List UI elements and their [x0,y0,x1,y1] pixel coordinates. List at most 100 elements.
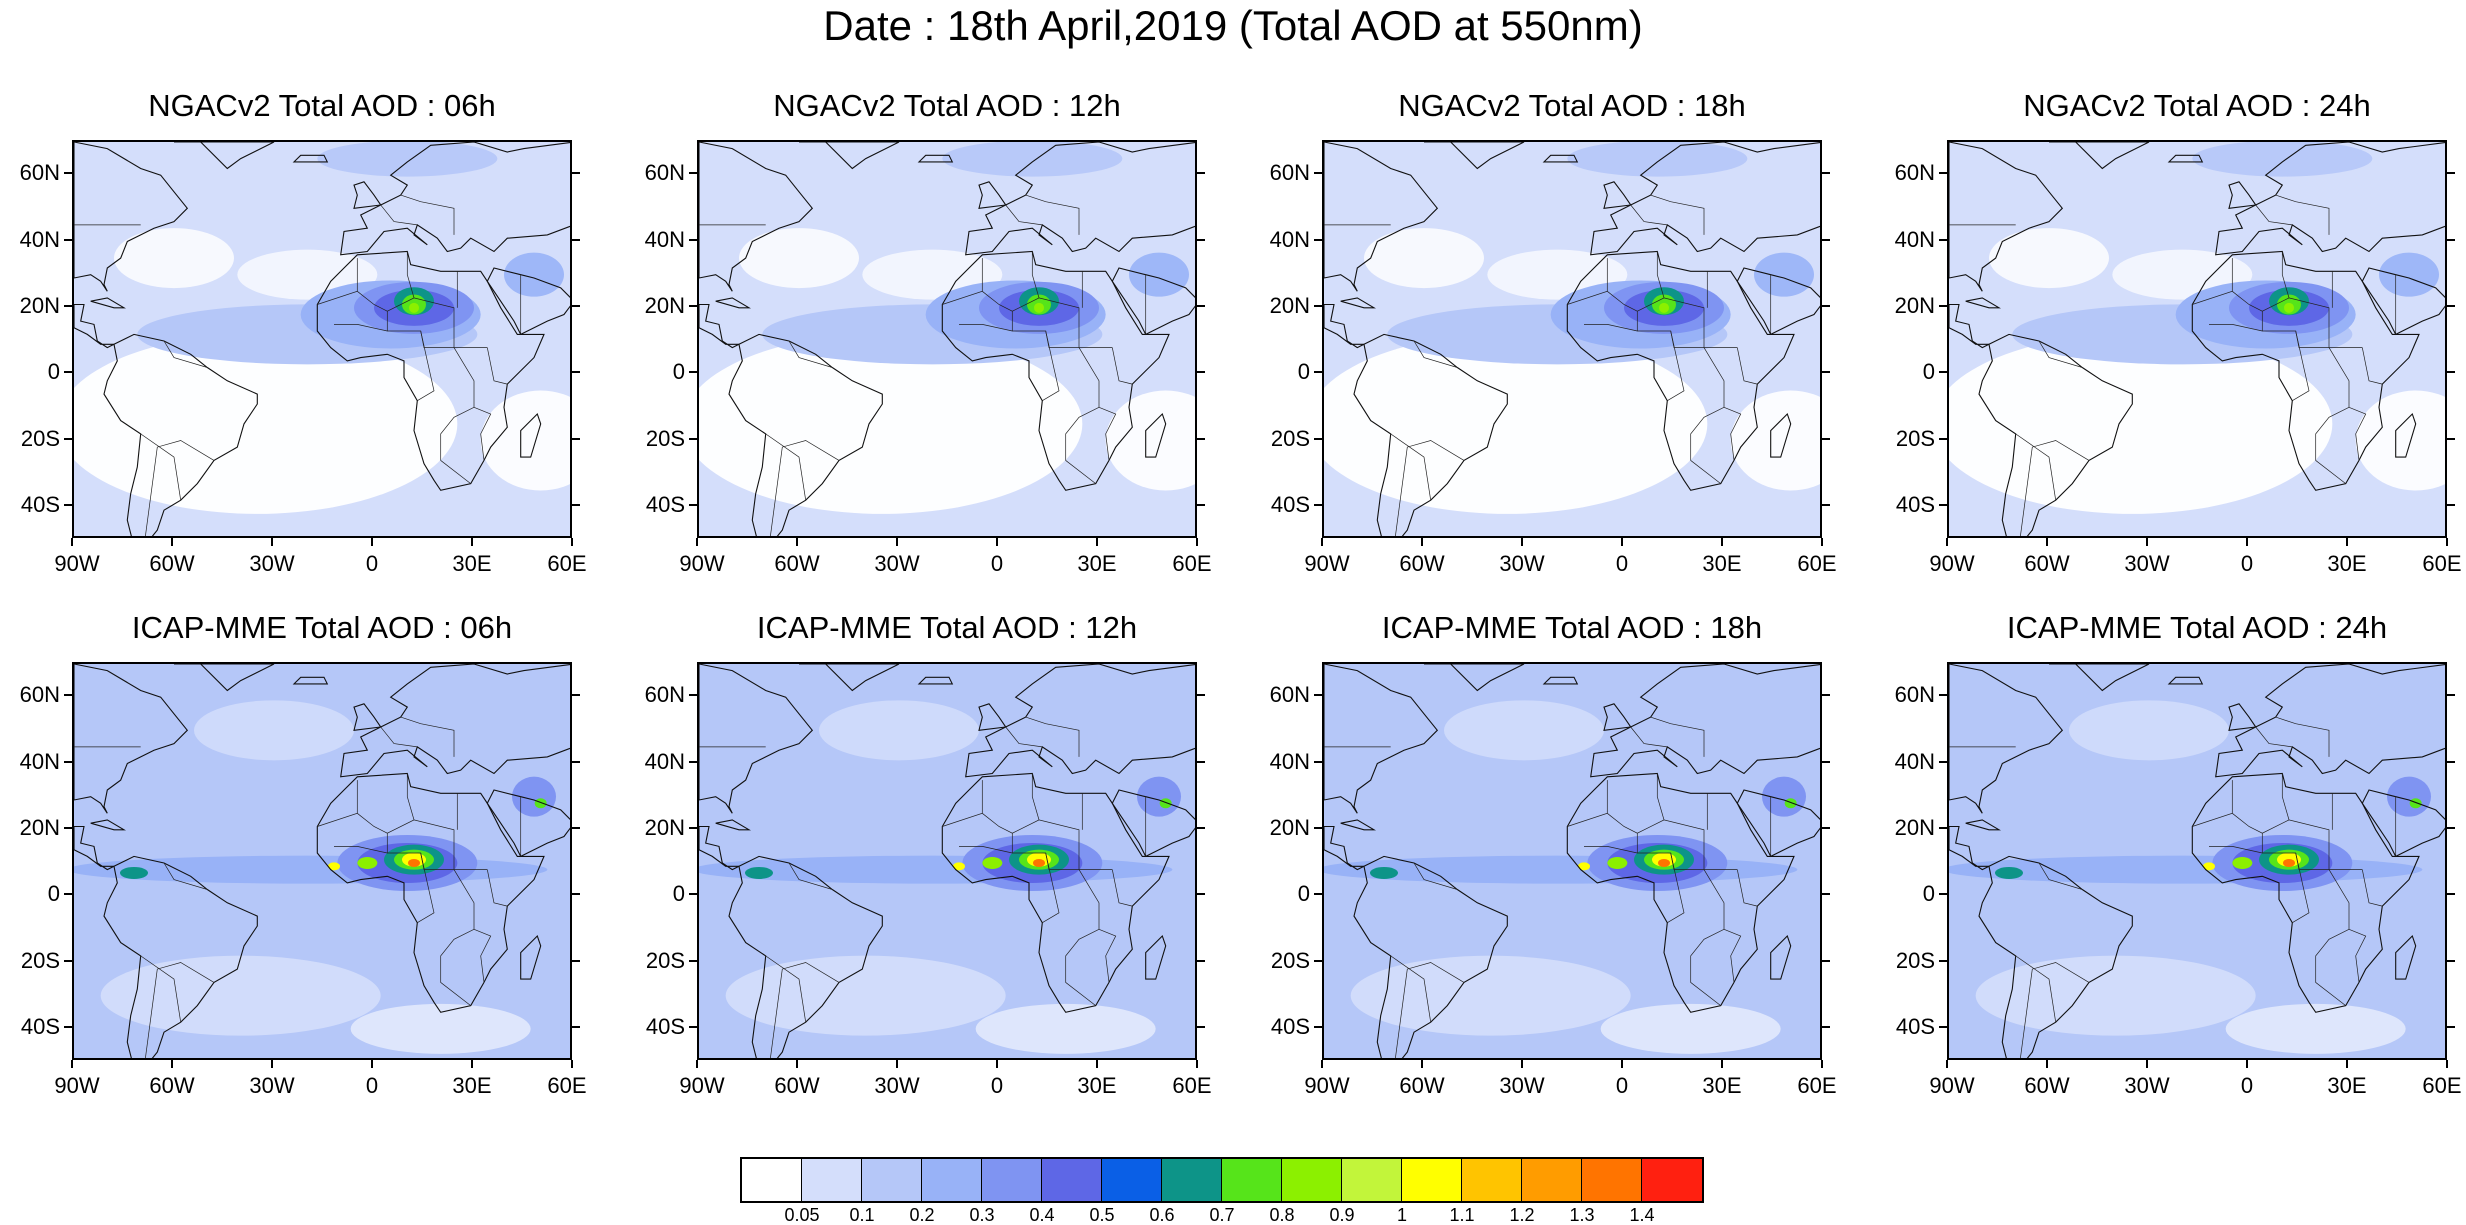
country-border [1390,433,1432,501]
coastline-iceland [1542,154,1579,163]
lat-tick [2447,304,2455,307]
coastline-europe [2215,664,2445,778]
lon-tick [696,538,698,546]
lat-tick [2447,893,2455,896]
lon-tick-label: 90W [1304,1073,1350,1098]
country-border [1395,962,1465,1058]
dust-core [409,302,419,313]
lat-tick-label: 60N [1894,160,1935,186]
country-border [2348,406,2367,461]
lon-tick [1421,538,1423,546]
country-border [334,324,388,332]
country-border [1098,928,1117,983]
lat-tick-label: 0 [1297,881,1310,907]
lat-tick-label: 20N [1269,814,1310,840]
coastline-cuba [1965,297,2002,309]
lon-tick-label: 30E [1077,1073,1117,1098]
plume-east-core [2409,798,2422,809]
lat-tick-label: 20N [1894,814,1935,840]
lat-tick [572,437,580,440]
country-border [2361,347,2383,385]
colorbar-swatch [1462,1159,1522,1201]
lon-tick-label: 90W [1929,551,1975,576]
lon-tick [896,1060,898,1068]
lat-tick [2447,959,2455,962]
colorbar-swatch [802,1159,862,1201]
lon-tick [271,538,273,546]
lon-tick-label: 30W [249,1073,295,1098]
lon-tick-label: 30E [1702,551,1742,576]
lat-tick [572,893,580,896]
lat-tick [1197,371,1205,374]
panel-title: ICAP-MME Total AOD : 18h [1381,610,1763,645]
lat-tick-label: 20S [645,947,685,973]
country-border [1005,726,1043,748]
coastline-cuba [1340,297,1377,309]
lon-tick [1621,538,1623,546]
lon-tick-label: 30W [874,1073,920,1098]
coastline-madagascar [2395,934,2417,980]
coastline-centralAm [1949,303,1990,349]
lat-tick-label: 20N [644,814,685,840]
lat-tick [2447,371,2455,374]
lat-tick [2447,1025,2455,1028]
lat-tick [1939,826,1947,829]
lat-tick [1314,826,1322,829]
plume-west [1370,866,1398,879]
clear-region [2069,700,2229,761]
colorbar-label: 0.8 [1269,1205,1295,1225]
colorbar-swatch [1282,1159,1342,1201]
country-border [1042,330,1060,402]
smoke-core [2203,862,2215,871]
lon-tick-label: 0 [990,1073,1004,1098]
plume-east [1129,252,1189,297]
aod-field [1949,664,2445,1058]
clear-region [819,700,979,761]
coastline-arabia [1111,789,1195,858]
colorbar-swatch [1402,1159,1462,1201]
coastline-greenland [174,142,275,170]
lat-tick [689,959,697,962]
lat-tick [572,503,580,506]
lat-tick [689,304,697,307]
dust-core [2284,302,2294,313]
lat-tick [2447,826,2455,829]
coastline-europe [1590,664,1820,778]
country-border [2020,440,2090,536]
country-border [1690,347,1725,484]
lat-tick-label: 0 [1297,359,1310,385]
lat-tick [1939,304,1947,307]
lat-tick [2447,238,2455,241]
lon-tick-label: 30W [1499,1073,1545,1098]
lon-tick [2446,538,2448,546]
coastline-europe [340,664,570,778]
coastline-southAmerica [103,333,258,536]
lat-tick [572,760,580,763]
country-border [1395,440,1465,536]
lon-tick-label: 90W [679,1073,725,1098]
lat-tick-label: 60N [1894,682,1935,708]
colorbar-label: 1.2 [1509,1205,1535,1225]
lat-tick [1939,437,1947,440]
coastline-cuba [1965,819,2002,831]
lat-tick [1197,503,1205,506]
lat-tick [689,893,697,896]
lon-tick-label: 60E [1172,551,1212,576]
panel-title: NGACv2 Total AOD : 18h [1398,88,1746,123]
lat-tick-label: 40S [1895,491,1935,517]
country-border [765,955,807,1023]
coastline-europe [1590,142,1820,256]
clear-region [194,700,354,761]
country-border [1025,716,1080,757]
country-border [1031,773,1040,820]
lat-tick [689,503,697,506]
colorbar-swatch [922,1159,982,1201]
coastline-northAmerica [1949,664,2064,814]
coastline-greenland [1424,664,1525,692]
lon-tick-label: 30E [452,1073,492,1098]
lon-tick [471,538,473,546]
lon-tick-label: 60E [2422,1073,2462,1098]
lon-tick [1321,1060,1323,1068]
aod-map [72,140,572,538]
lon-tick-label: 60W [2024,1073,2070,1098]
